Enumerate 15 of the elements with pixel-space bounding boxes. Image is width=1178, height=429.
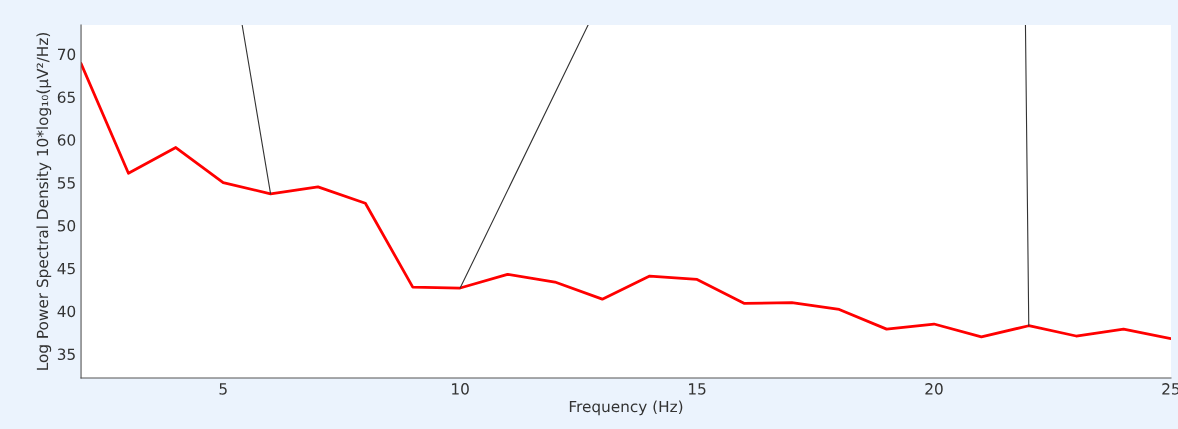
- y-tick-label: 50: [57, 219, 76, 232]
- y-tick-label: 40: [57, 305, 76, 318]
- y-tick-label: 55: [57, 177, 75, 189]
- x-tick-label: 20: [925, 383, 943, 395]
- y-tick-label: 45: [57, 262, 75, 275]
- x-tick-label: 15: [689, 383, 706, 395]
- x-tick-label: 10: [452, 383, 469, 395]
- y-tick-label: 60: [57, 134, 76, 146]
- y-tick-label: 65: [57, 91, 75, 103]
- y-tick-label: 35: [57, 348, 75, 361]
- line-series: [81, 62, 1171, 340]
- y-axis-title: Log Power Spectral Density 10*log₁₀(μV²/Hz): [36, 33, 52, 370]
- x-axis-title: Frequency (Hz): [569, 400, 683, 416]
- y-tick-label: 70: [58, 48, 76, 61]
- x-tick-label: 5: [219, 383, 227, 395]
